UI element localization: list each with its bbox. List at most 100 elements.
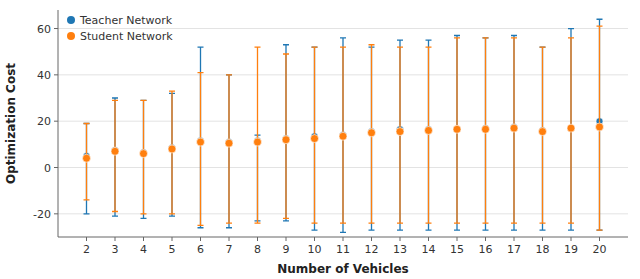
- y-tick: [54, 213, 58, 214]
- x-tick-label: 9: [283, 243, 290, 256]
- error-bar: [226, 75, 232, 223]
- point: [568, 125, 575, 132]
- error-bar: [198, 47, 204, 228]
- error-bar: [226, 75, 232, 228]
- point: [596, 123, 604, 131]
- error-bar: [397, 47, 403, 223]
- error-bar: [597, 26, 603, 230]
- x-tick: [172, 237, 173, 241]
- x-tick: [143, 237, 144, 241]
- x-tick-label: 6: [197, 243, 204, 256]
- x-tick: [542, 237, 543, 241]
- y-tick-label: 40: [37, 69, 51, 82]
- legend-symbol: [67, 16, 75, 24]
- error-bar: [483, 38, 489, 223]
- point: [254, 138, 262, 146]
- point: [510, 124, 518, 132]
- x-tick: [229, 237, 230, 241]
- error-bar: [169, 91, 175, 214]
- point: [453, 125, 461, 133]
- x-tick: [400, 237, 401, 241]
- x-tick-label: 12: [365, 243, 379, 256]
- x-tick-label: 15: [450, 243, 464, 256]
- y-tick: [54, 74, 58, 75]
- x-tick-label: 4: [140, 243, 147, 256]
- legend-label: Student Network: [80, 30, 173, 43]
- error-bar: [454, 38, 460, 223]
- error-bar: [397, 40, 403, 230]
- x-tick-label: 8: [254, 243, 261, 256]
- x-tick-label: 16: [479, 243, 493, 256]
- point: [396, 128, 404, 136]
- x-tick-label: 14: [422, 243, 436, 256]
- error-bar: [597, 19, 603, 230]
- error-bar: [255, 47, 261, 223]
- error-bar: [511, 35, 517, 230]
- point: [140, 150, 148, 158]
- point: [339, 132, 347, 140]
- series-1: [83, 26, 604, 230]
- point: [567, 124, 575, 132]
- point: [539, 128, 547, 136]
- point: [197, 138, 205, 146]
- point: [111, 147, 119, 155]
- error-bar: [369, 45, 375, 223]
- error-bar: [283, 45, 289, 221]
- x-tick-label: 10: [308, 243, 322, 256]
- x-tick: [343, 237, 344, 241]
- x-tick-label: 5: [169, 243, 176, 256]
- point: [368, 129, 376, 137]
- error-bar: [84, 124, 90, 214]
- marks: [83, 19, 604, 232]
- error-bar: [426, 40, 432, 230]
- x-tick: [371, 237, 372, 241]
- error-bar: [112, 98, 118, 216]
- x-tick: [86, 237, 87, 241]
- point: [482, 125, 490, 133]
- x-tick-label: 20: [593, 243, 607, 256]
- error-bar: [198, 73, 204, 226]
- legend-symbol: [67, 32, 75, 40]
- error-bar: [340, 38, 346, 233]
- x-tick: [571, 237, 572, 241]
- point: [225, 139, 233, 147]
- x-tick-label: 2: [83, 243, 90, 256]
- x-tick: [115, 237, 116, 241]
- grid-line: [58, 28, 628, 29]
- point: [83, 154, 91, 162]
- x-tick-label: 7: [226, 243, 233, 256]
- error-bar: [540, 47, 546, 230]
- error-bar: [483, 38, 489, 230]
- x-tick: [514, 237, 515, 241]
- error-bar: [511, 38, 517, 223]
- x-tick-label: 19: [564, 243, 578, 256]
- error-bar: [141, 100, 147, 218]
- error-bar: [454, 35, 460, 230]
- x-tick-label: 11: [336, 243, 350, 256]
- x-tick: [257, 237, 258, 241]
- error-bar: [141, 100, 147, 214]
- error-bar: [283, 54, 289, 218]
- y-tick-label: 60: [37, 23, 51, 36]
- y-tick-label: -20: [33, 208, 51, 221]
- y-tick: [54, 121, 58, 122]
- point: [311, 135, 319, 143]
- x-tick-label: 17: [507, 243, 521, 256]
- error-bar: [312, 47, 318, 230]
- error-bar: [84, 124, 90, 200]
- point: [425, 126, 433, 134]
- error-bar: [568, 29, 574, 231]
- point: [168, 145, 176, 153]
- error-bar: [312, 47, 318, 223]
- legend-label: Teacher Network: [79, 14, 173, 27]
- y-tick: [54, 167, 58, 168]
- series-0: [83, 19, 603, 232]
- error-bar: [426, 47, 432, 223]
- x-tick: [457, 237, 458, 241]
- error-bar: [340, 47, 346, 223]
- x-tick: [314, 237, 315, 241]
- x-axis-label: Number of Vehicles: [277, 262, 409, 276]
- error-bar: [112, 100, 118, 211]
- y-axis-label: Optimization Cost: [4, 63, 18, 184]
- x-tick: [599, 237, 600, 241]
